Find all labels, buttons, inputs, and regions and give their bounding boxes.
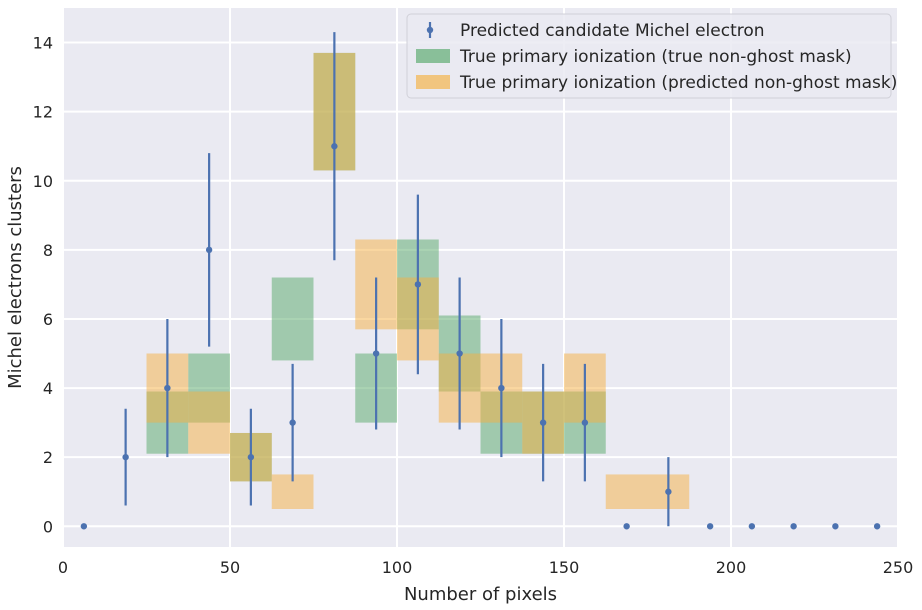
- series-predicted-candidates: [80, 32, 881, 530]
- errorbar-point: [372, 350, 380, 357]
- y-tick-label: 2: [43, 448, 53, 467]
- x-tick-label: 250: [883, 558, 914, 577]
- errorbar-point: [539, 419, 547, 426]
- errorbar-point: [665, 488, 672, 495]
- errorbar-point: [790, 523, 797, 530]
- errorbar-point: [414, 281, 422, 288]
- errorbar-point: [205, 246, 213, 254]
- legend-swatch-green: [416, 49, 450, 63]
- y-tick-label: 12: [33, 103, 53, 122]
- x-tick-label: 200: [716, 558, 747, 577]
- y-axis-label: Michel electrons clusters: [5, 166, 26, 389]
- tick-labels: 0 50 100 150 200 250 0 2 4 6 8 10 12 14: [33, 34, 914, 577]
- errorbar-point: [247, 453, 255, 461]
- box-predicted-mask: [188, 391, 230, 454]
- x-tick-label: 100: [382, 558, 413, 577]
- legend-box: [406, 13, 892, 99]
- y-tick-label: 8: [43, 241, 53, 260]
- legend-swatch-orange: [416, 75, 450, 89]
- y-tick-label: 0: [43, 517, 53, 536]
- legend-label-predicted-mask: True primary ionization (predicted non-g…: [459, 73, 897, 93]
- errorbar-point: [873, 523, 881, 530]
- errorbar-point: [456, 350, 463, 357]
- y-tick-label: 14: [33, 34, 53, 53]
- errorbar-point: [80, 523, 88, 530]
- x-axis-label: Number of pixels: [404, 584, 557, 605]
- legend-label-true-mask: True primary ionization (true non-ghost …: [459, 47, 852, 67]
- legend-marker-errorbar: [426, 22, 434, 38]
- legend-label-predicted-candidate: Predicted candidate Michel electron: [460, 21, 765, 41]
- y-tick-label: 6: [43, 310, 53, 329]
- box-predicted-mask: [605, 474, 690, 509]
- errorbar-point: [832, 523, 839, 530]
- errorbar-point: [581, 419, 589, 426]
- errorbar-point: [289, 419, 296, 426]
- errorbar-point: [748, 523, 756, 530]
- x-tick-label: 0: [58, 558, 68, 577]
- errorbar-point: [706, 523, 714, 530]
- errorbar-point: [164, 384, 171, 392]
- errorbar-point: [498, 384, 505, 392]
- errorbar-point: [331, 143, 338, 150]
- legend: Predicted candidate Michel electron True…: [406, 13, 897, 99]
- errorbar-point: [122, 453, 129, 461]
- x-tick-label: 50: [220, 558, 240, 577]
- y-tick-label: 10: [33, 172, 53, 191]
- box-true-mask: [271, 277, 314, 361]
- errorbar-point: [623, 523, 630, 530]
- legend-errorbar-point: [426, 26, 434, 34]
- x-tick-label: 150: [549, 558, 580, 577]
- y-tick-label: 4: [43, 379, 53, 398]
